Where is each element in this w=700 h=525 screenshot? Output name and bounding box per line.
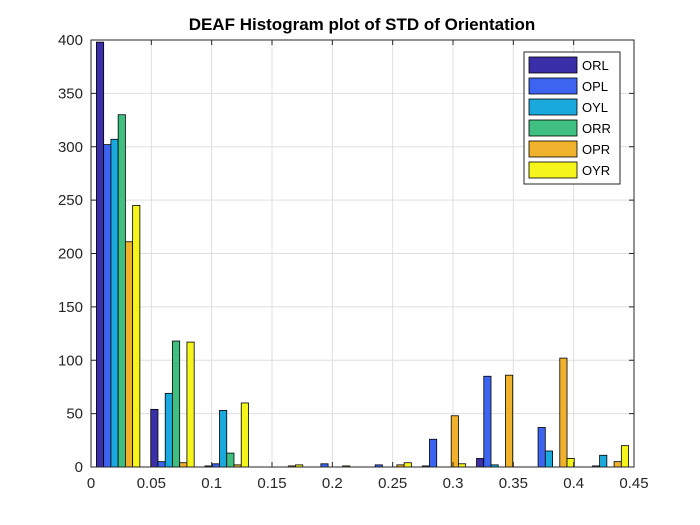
bar-oyr-bin-2 — [240, 402, 249, 468]
x-tick-label: 0.35 — [499, 475, 528, 492]
bar-orl-bin-7 — [476, 458, 485, 468]
legend-swatch-orl — [528, 56, 578, 74]
legend-label-opl: OPL — [582, 79, 608, 94]
legend: ORL OPL OYL ORR OPR OYR — [523, 51, 621, 185]
bar-opr-bin-7 — [505, 374, 514, 468]
bar-oyl-bin-1 — [164, 392, 173, 468]
legend-label-orr: ORR — [582, 121, 611, 136]
bar-oyr-bin-5 — [403, 462, 412, 468]
x-tick-label: 0.05 — [137, 475, 166, 492]
bar-oyl-bin-0 — [110, 138, 119, 468]
bar-oyl-bin-9 — [599, 454, 608, 468]
bar-opl-bin-6 — [429, 438, 438, 468]
y-tick-label: 350 — [58, 85, 83, 102]
legend-swatch-opl — [528, 77, 578, 95]
x-tick-label: 0.2 — [322, 475, 343, 492]
y-tick-label: 200 — [58, 246, 83, 263]
bar-orr-bin-2 — [226, 452, 235, 468]
bar-orr-bin-1 — [172, 340, 181, 468]
bar-opr-bin-6 — [450, 415, 459, 468]
bar-opl-bin-7 — [483, 375, 492, 468]
bar-opr-bin-1 — [179, 462, 188, 468]
chart-title: DEAF Histogram plot of STD of Orientatio… — [189, 15, 536, 34]
y-tick-label: 100 — [58, 352, 83, 369]
legend-label-opr: OPR — [582, 142, 610, 157]
legend-swatch-oyl — [528, 98, 578, 116]
x-tick-label: 0 — [87, 475, 95, 492]
bar-series-group — [96, 41, 629, 468]
bar-orl-bin-1 — [150, 408, 159, 468]
series-opl — [103, 144, 601, 468]
legend-swatch-orr — [528, 119, 578, 137]
x-tick-label: 0.1 — [201, 475, 222, 492]
legend-label-oyl: OYL — [582, 100, 608, 115]
x-axis-ticks: 0 0.05 0.1 0.15 0.2 0.25 0.3 0.35 0.4 0.45 — [87, 40, 649, 492]
bar-orl-bin-0 — [96, 41, 105, 468]
bar-orr-bin-0 — [117, 114, 126, 468]
bar-opr-bin-0 — [124, 241, 134, 468]
bar-oyr-bin-0 — [132, 205, 141, 468]
bar-opl-bin-0 — [103, 144, 112, 468]
y-tick-label: 50 — [66, 406, 83, 423]
bar-opr-bin-8 — [559, 357, 568, 468]
x-tick-label: 0.45 — [619, 475, 648, 492]
y-tick-label: 0 — [75, 459, 83, 476]
x-tick-label: 0.25 — [378, 475, 407, 492]
bar-opl-bin-8 — [537, 427, 546, 468]
bar-opr-bin-9 — [613, 461, 622, 468]
y-tick-label: 400 — [58, 32, 83, 49]
y-tick-label: 150 — [58, 299, 83, 316]
y-tick-label: 300 — [58, 139, 83, 156]
legend-swatch-opr — [528, 140, 578, 158]
x-tick-label: 0.15 — [257, 475, 286, 492]
bar-opl-bin-1 — [157, 461, 166, 468]
legend-swatch-oyr — [528, 161, 578, 179]
bar-oyl-bin-8 — [544, 450, 553, 468]
legend-label-oyr: OYR — [582, 163, 610, 178]
bar-oyr-bin-1 — [186, 341, 195, 468]
y-axis-ticks: 0 50 100 150 200 250 300 350 400 — [58, 32, 634, 476]
x-tick-label: 0.4 — [563, 475, 584, 492]
legend-label-orl: ORL — [582, 58, 609, 73]
y-tick-label: 250 — [58, 192, 83, 209]
bar-oyr-bin-9 — [620, 445, 629, 468]
x-tick-label: 0.3 — [443, 475, 464, 492]
bar-oyl-bin-2 — [219, 410, 228, 468]
